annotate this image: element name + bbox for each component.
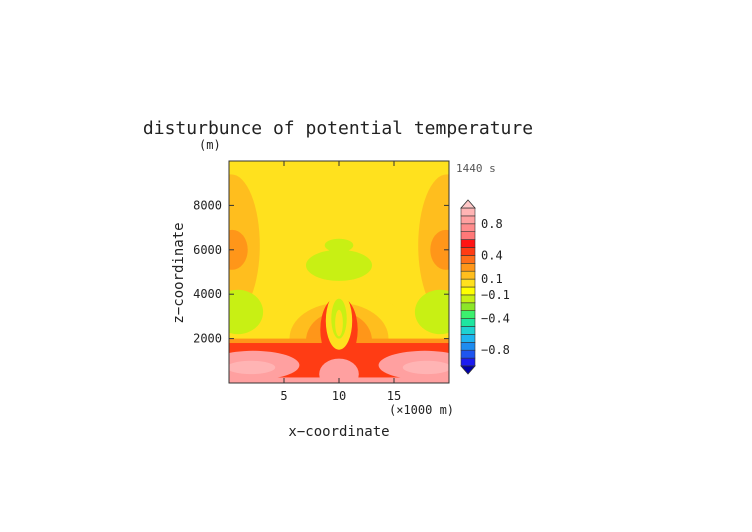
colorbar-swatch: [460, 270, 476, 280]
x-axis-label: x−coordinate: [288, 424, 389, 440]
x-axis-unit: (×1000 m): [389, 403, 454, 417]
x-axis: 5 10 15: [280, 161, 401, 403]
y-tick-label: 8000: [193, 198, 222, 212]
x-tick-label: 5: [280, 389, 287, 403]
colorbar-swatch: [460, 302, 476, 311]
colorbar-swatch: [460, 207, 476, 217]
colorbar-swatch: [460, 239, 476, 248]
contour-region: [229, 229, 248, 270]
contour-region: [229, 360, 276, 375]
y-tick-label: 2000: [193, 332, 222, 346]
chart-title: disturbunce of potential temperature: [143, 118, 533, 139]
colorbar-swatch: [460, 357, 476, 367]
y-axis-unit: (m): [199, 138, 221, 152]
colorbar-swatch: [460, 278, 476, 288]
colorbar-over-arrow: [460, 199, 476, 209]
contour-region: [306, 249, 372, 281]
contour-region: [319, 358, 359, 383]
colorbar-swatch: [460, 286, 476, 296]
colorbar-swatch: [460, 247, 476, 256]
contour-region: [414, 289, 449, 335]
colorbar-tick-label: −0.1: [481, 288, 510, 302]
colorbar-swatch: [460, 231, 476, 240]
colorbar-swatch: [460, 294, 476, 304]
contour-field: [229, 161, 449, 383]
colorbar-swatch: [460, 262, 476, 272]
colorbar-tick-label: 0.1: [481, 272, 503, 286]
colorbar: 0.8 0.4 0.1 −0.1 −0.4 −0.8: [460, 199, 510, 375]
colorbar-swatch: [460, 310, 476, 319]
colorbar-tick-label: −0.8: [481, 343, 510, 357]
colorbar-tick-label: 0.4: [481, 248, 503, 262]
colorbar-swatch: [460, 341, 476, 351]
time-label: 1440 s: [456, 162, 496, 175]
y-tick-label: 6000: [193, 243, 222, 257]
colorbar-tick-label: 0.8: [481, 217, 503, 231]
x-tick-label: 15: [387, 389, 401, 403]
colorbar-swatch: [460, 334, 476, 343]
colorbar-under-arrow: [460, 365, 476, 375]
y-axis-label: z−coordinate: [171, 222, 187, 323]
contour-region: [402, 360, 449, 375]
colorbar-tick-label: −0.4: [481, 312, 510, 326]
y-axis: 2000 4000 6000 8000: [193, 198, 449, 346]
contour-region: [324, 238, 354, 253]
x-tick-label: 10: [332, 389, 346, 403]
contour-region: [430, 229, 449, 270]
contour-region: [335, 309, 343, 337]
colorbar-swatch: [460, 318, 476, 327]
colorbar-swatch: [460, 326, 476, 335]
colorbar-swatch: [460, 349, 476, 359]
contour-region: [229, 289, 264, 335]
colorbar-swatch: [460, 255, 476, 264]
colorbar-swatch: [460, 223, 476, 233]
y-tick-label: 4000: [193, 287, 222, 301]
colorbar-swatch: [460, 215, 476, 225]
